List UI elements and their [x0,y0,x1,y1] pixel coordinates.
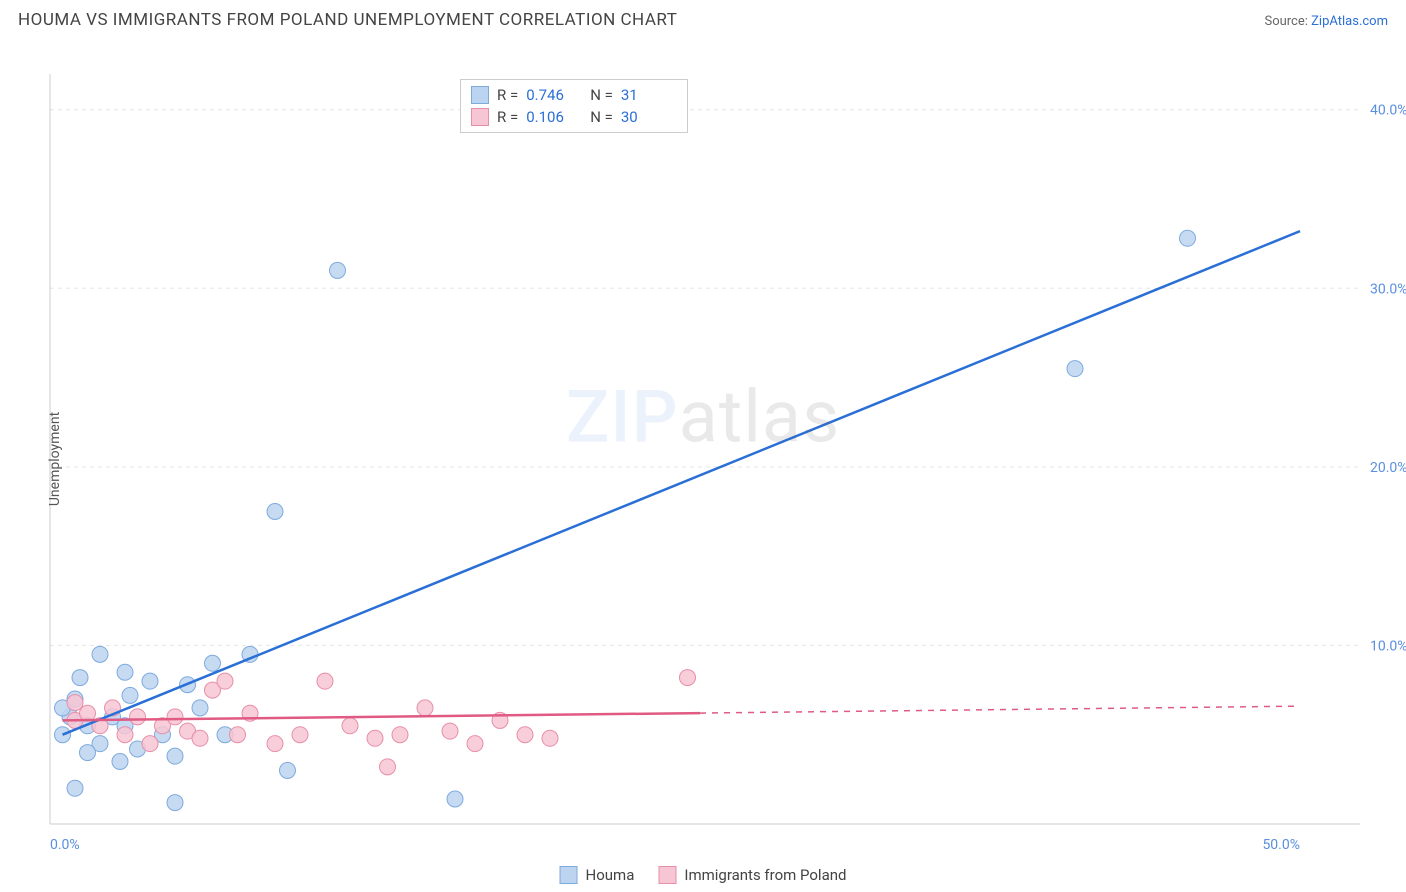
n-value-houma: 31 [621,86,677,104]
chart-title: HOUMA VS IMMIGRANTS FROM POLAND UNEMPLOY… [18,10,677,30]
legend-label-houma: Houma [586,866,635,884]
svg-text:40.0%: 40.0% [1370,103,1406,119]
chart-header: HOUMA VS IMMIGRANTS FROM POLAND UNEMPLOY… [0,0,1406,34]
n-label: N = [590,108,613,126]
n-label: N = [590,86,613,104]
swatch-houma [560,866,578,884]
swatch-poland [658,866,676,884]
r-value-poland: 0.106 [526,108,582,126]
r-value-houma: 0.746 [526,86,582,104]
svg-text:20.0%: 20.0% [1370,460,1406,476]
source-attribution: Source: ZipAtlas.com [1264,14,1388,29]
swatch-houma [471,86,489,104]
legend-label-poland: Immigrants from Poland [684,866,846,884]
svg-text:10.0%: 10.0% [1370,638,1406,654]
legend-item-poland: Immigrants from Poland [658,866,846,884]
source-link[interactable]: ZipAtlas.com [1311,14,1388,29]
series-legend: Houma Immigrants from Poland [560,866,847,884]
chart-area: Unemployment 10.0% 20.0% 30.0% 40.0% 0.0% 50.… [0,34,1406,884]
n-value-poland: 30 [621,108,677,126]
svg-text:30.0%: 30.0% [1370,281,1406,297]
source-label: Source: [1264,14,1311,29]
r-label: R = [497,86,518,104]
correlation-legend: R = 0.746 N = 31 R = 0.106 N = 30 [460,79,688,133]
legend-row-houma: R = 0.746 N = 31 [471,84,677,106]
r-label: R = [497,108,518,126]
swatch-poland [471,108,489,126]
svg-text:50.0%: 50.0% [1262,837,1300,853]
legend-item-houma: Houma [560,866,635,884]
svg-text:0.0%: 0.0% [50,837,80,853]
scatter-chart: 10.0% 20.0% 30.0% 40.0% 0.0% 50.0% [0,34,1406,884]
y-axis-label: Unemployment [47,412,63,506]
legend-row-poland: R = 0.106 N = 30 [471,106,677,128]
